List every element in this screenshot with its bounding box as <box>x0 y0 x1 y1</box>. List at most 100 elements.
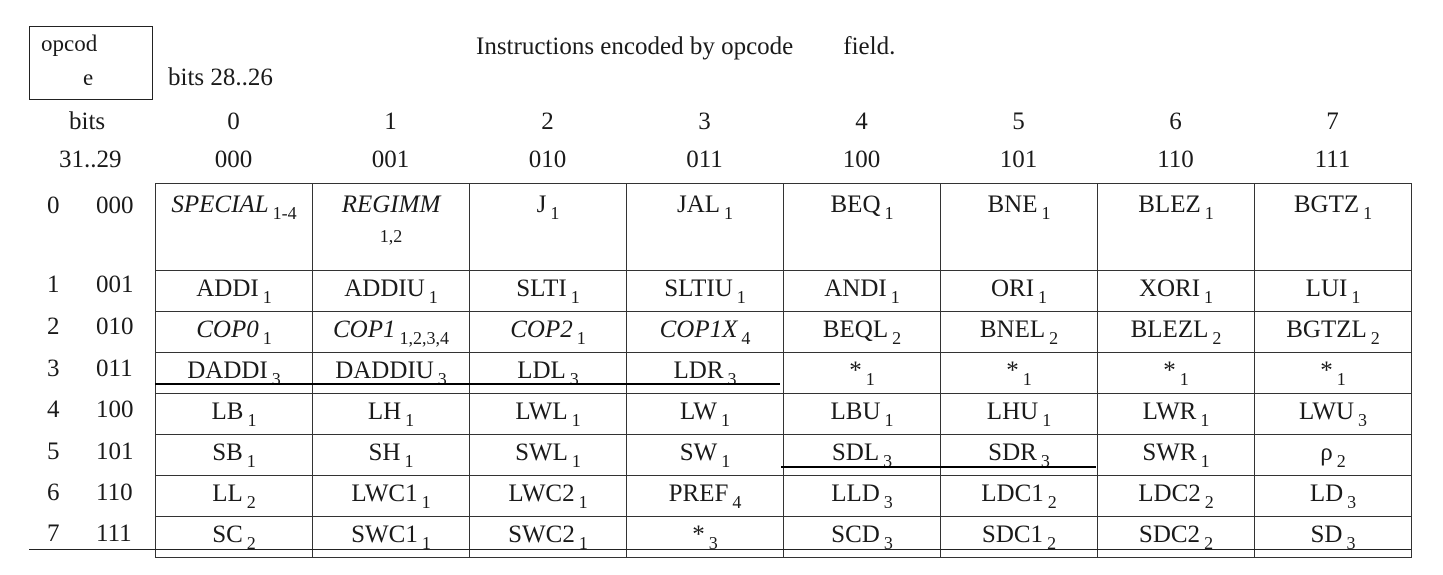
instruction-name: ρ <box>1320 439 1333 466</box>
instruction-footnote: 4 <box>741 328 751 348</box>
instruction-footnote: 2 <box>1204 492 1214 512</box>
instruction-footnote: 1 <box>571 451 581 471</box>
instruction-name: SLTIU <box>664 275 733 302</box>
divider-line <box>155 383 780 385</box>
instruction-footnote: 3 <box>883 492 893 512</box>
instruction-name: DADDI <box>187 357 268 384</box>
bits-28-26-label: bits 28..26 <box>168 64 273 91</box>
instruction-cell: ORI 1 <box>940 270 1098 312</box>
instruction-cell: * 3 <box>626 516 784 558</box>
instruction-name: BLEZL <box>1130 316 1209 343</box>
column-header-bin: 101 <box>999 146 1038 173</box>
instruction-footnote: 1 <box>721 410 730 430</box>
row-header-bin: 001 <box>96 271 134 298</box>
instruction-name: LDL <box>517 357 566 384</box>
instruction-footnote: 1-4 <box>272 203 297 223</box>
row-header-bin: 010 <box>96 313 134 340</box>
instruction-footnote: 3 <box>1347 492 1357 512</box>
instruction-footnote: 3 <box>437 369 447 389</box>
opcode-table: SPECIAL 1-4 REGIMM 1,2 J 1 JAL 1 BEQ 1 BNE 1 BLEZ 1 BG… <box>155 183 1412 558</box>
row-header-bin: 111 <box>96 520 132 547</box>
column-header-dec: 2 <box>541 108 554 135</box>
instruction-cell: PREF 4 <box>626 475 784 517</box>
column-header-bin: 111 <box>1314 146 1351 173</box>
row-header-bin: 100 <box>96 396 134 423</box>
instruction-footnote: 1 <box>890 287 900 307</box>
instruction-name: * <box>849 357 862 384</box>
instruction-cell: SB 1 <box>155 434 313 476</box>
instruction-name: COP1X <box>659 316 738 343</box>
instruction-footnote: 1 <box>1042 410 1052 430</box>
instruction-name: SDR <box>988 439 1037 466</box>
instruction-name: SW <box>679 439 718 466</box>
instruction-name: ORI <box>990 275 1035 302</box>
row-header-dec: 2 <box>47 313 60 340</box>
instruction-cell: SCD 3 <box>783 516 941 558</box>
instruction-footnote: 1 <box>721 451 731 471</box>
instruction-name: ADDI <box>196 275 259 302</box>
bits-31-29-label-line1: bits <box>69 108 106 135</box>
instruction-footnote: 3 <box>1346 533 1356 553</box>
instruction-name: XORI <box>1138 275 1201 302</box>
instruction-footnote: 1 <box>247 410 257 430</box>
instruction-footnote: 1,2,3,4 <box>399 328 450 348</box>
instruction-name: BNE <box>987 191 1038 218</box>
instruction-cell: JAL 1 <box>626 183 784 271</box>
column-header-bin: 010 <box>528 146 567 173</box>
instruction-cell: DADDIU 3 <box>312 352 470 394</box>
instruction-name: LWC2 <box>508 480 575 507</box>
instruction-footnote: 2 <box>1336 451 1346 471</box>
instruction-cell: LDC2 2 <box>1097 475 1255 517</box>
instruction-name: LWR <box>1142 398 1197 425</box>
instruction-footnote: 1 <box>1200 451 1210 471</box>
instruction-name: * <box>1320 357 1333 384</box>
instruction-footnote: 1 <box>1200 410 1210 430</box>
instruction-name: LUI <box>1305 275 1348 302</box>
instruction-name: SDL <box>831 439 880 466</box>
row-header-dec: 5 <box>47 438 60 465</box>
row-header-dec: 4 <box>47 396 60 423</box>
instruction-cell: BGTZL 2 <box>1254 311 1412 353</box>
column-header-dec: 6 <box>1169 108 1182 135</box>
instruction-cell: BLEZL 2 <box>1097 311 1255 353</box>
instruction-cell: * 1 <box>1254 352 1412 394</box>
table-row: SPECIAL 1-4 REGIMM 1,2 J 1 JAL 1 BEQ 1 BNE 1 BLEZ 1 BG… <box>155 183 1412 271</box>
instruction-footnote: 2 <box>892 328 902 348</box>
instruction-name: SWL <box>515 439 568 466</box>
instruction-footnote: 3 <box>883 533 893 553</box>
instruction-cell: SWR 1 <box>1097 434 1255 476</box>
instruction-name: REGIMM <box>341 191 441 218</box>
instruction-name: COP1 <box>333 316 396 343</box>
instruction-footnote: 1 <box>571 410 581 430</box>
instruction-cell: SPECIAL 1-4 <box>155 183 313 271</box>
instruction-name: * <box>1163 357 1176 384</box>
instruction-footnote: 2 <box>1204 533 1214 553</box>
column-header-bin: 110 <box>1157 146 1194 173</box>
column-header-dec: 5 <box>1012 108 1025 135</box>
instruction-cell: LH 1 <box>312 393 470 435</box>
instruction-footnote: 4 <box>732 492 742 512</box>
column-header-bin: 100 <box>842 146 881 173</box>
instruction-footnote: 2 <box>1047 492 1057 512</box>
bits-31-29-label-line2: 31..29 <box>59 146 122 173</box>
instruction-name: LDR <box>673 357 724 384</box>
column-header-dec: 4 <box>855 108 868 135</box>
instruction-footnote: 2 <box>1212 328 1222 348</box>
instruction-footnote: 1 <box>1179 369 1189 389</box>
table-row: LL 2 LWC1 1 LWC2 1 PREF 4 LLD 3 LDC1 2 LDC2 2 LD 3 <box>155 475 1412 517</box>
instruction-name: BGTZ <box>1293 191 1360 218</box>
instruction-cell: LDL 3 <box>469 352 627 394</box>
instruction-cell: REGIMM 1,2 <box>312 183 470 271</box>
instruction-cell: LBU 1 <box>783 393 941 435</box>
instruction-cell: * 1 <box>1097 352 1255 394</box>
instruction-cell: BNEL 2 <box>940 311 1098 353</box>
instruction-cell: LDR 3 <box>626 352 784 394</box>
column-header-bin: 001 <box>371 146 410 173</box>
instruction-name: SWC2 <box>508 521 575 548</box>
instruction-cell: ADDI 1 <box>155 270 313 312</box>
instruction-footnote: 1 <box>550 203 560 223</box>
column-header-dec: 7 <box>1326 108 1339 135</box>
bottom-rule <box>29 549 1411 550</box>
instruction-footnote: 1 <box>421 533 431 553</box>
instruction-footnote: 3 <box>727 369 737 389</box>
